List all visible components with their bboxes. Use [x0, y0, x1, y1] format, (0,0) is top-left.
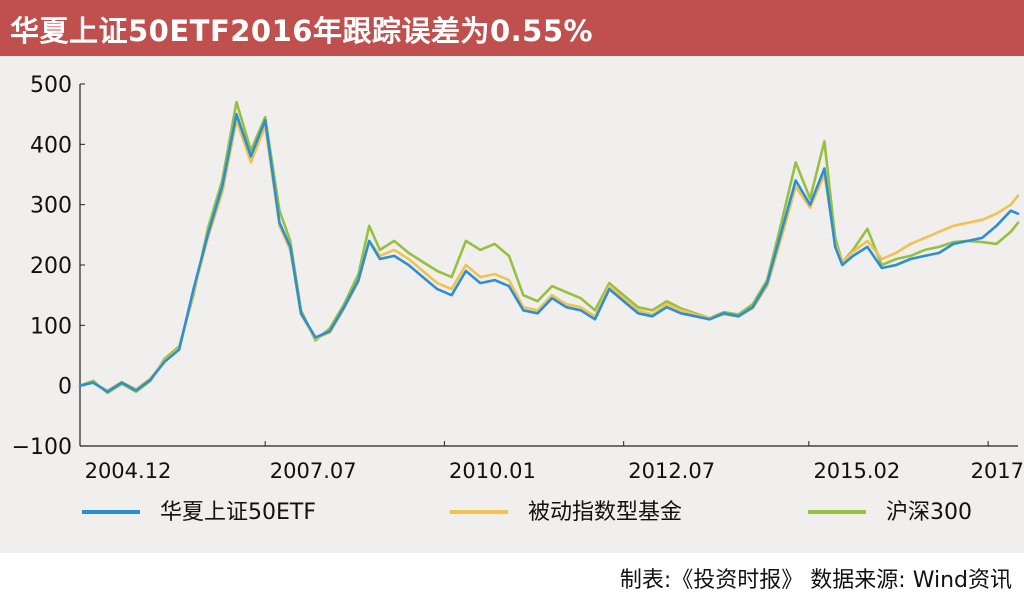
x-tick-label: 2007.07	[270, 459, 357, 483]
y-tick-label: 0	[58, 375, 72, 400]
y-tick-label: 100	[30, 314, 72, 339]
x-tick-label: 2012.07	[628, 459, 715, 483]
line-chart: −100 0 100 200 300 400 500 2004.12 2007.07 2010.…	[12, 73, 1024, 525]
legend-label: 被动指数型基金	[528, 500, 682, 525]
series-lines	[78, 100, 1020, 395]
x-tick-label: 2017.08	[971, 459, 1024, 483]
title-banner: 华夏上证50ETF2016年跟踪误差为0.55%	[0, 0, 1024, 56]
series-line-1	[78, 118, 1020, 392]
series-line-0	[78, 112, 1020, 394]
y-tick-label: 500	[30, 73, 72, 98]
y-tick-label: 200	[30, 254, 72, 279]
legend: 华夏上证50ETF 被动指数型基金 沪深300	[82, 500, 972, 525]
footer: 制表:《投资时报》 数据来源: Wind资讯	[0, 553, 1024, 600]
legend-label: 华夏上证50ETF	[160, 500, 316, 525]
x-tick-label: 2015.02	[813, 459, 900, 483]
y-tick-label: 300	[30, 194, 72, 219]
x-tick-label: 2004.12	[85, 459, 172, 483]
y-axis-ticks: −100 0 100 200 300 400 500	[12, 73, 85, 460]
y-tick-label: 400	[30, 133, 72, 158]
x-tick-label: 2010.01	[449, 459, 536, 483]
x-axis-ticks: 2004.12 2007.07 2010.01 2012.07 2015.02 2017.…	[79, 441, 1024, 483]
source-note: 制表:《投资时报》 数据来源: Wind资讯	[619, 568, 1012, 593]
chart-panel: −100 0 100 200 300 400 500 2004.12 2007.07 2010.…	[0, 56, 1024, 552]
y-tick-label: −100	[12, 435, 72, 460]
chart-title: 华夏上证50ETF2016年跟踪误差为0.55%	[10, 14, 594, 48]
series-line-2	[78, 100, 1020, 395]
legend-label: 沪深300	[886, 500, 972, 525]
